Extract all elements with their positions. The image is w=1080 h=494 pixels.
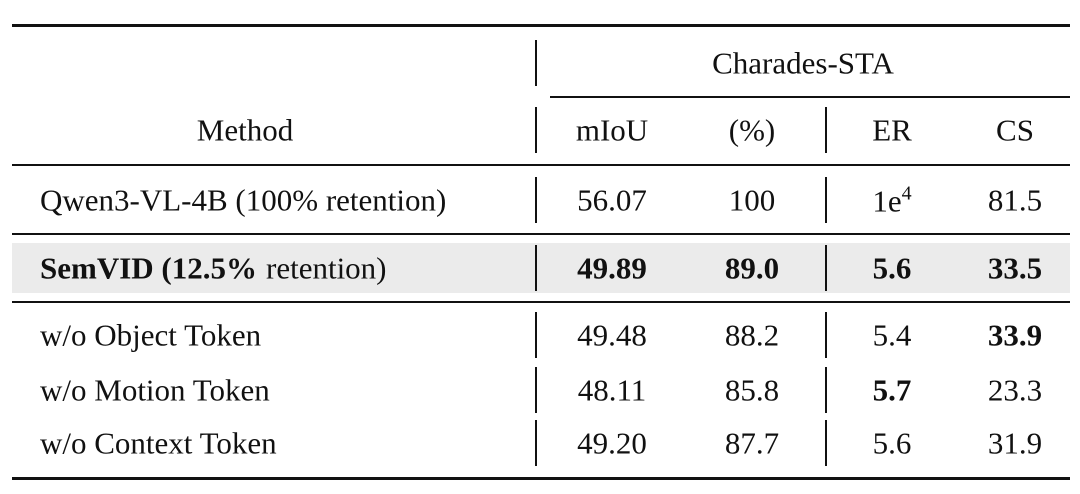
header-rule [12, 164, 1070, 166]
value-cell: 85.8 [724, 372, 780, 408]
divider [535, 107, 537, 153]
value-sup: 4 [901, 182, 912, 205]
group-header: Charades-STA [712, 45, 894, 81]
divider [825, 367, 827, 413]
value-cell: 5.6 [872, 425, 912, 461]
value-cell: 49.48 [577, 317, 647, 353]
value-cell: 100 [728, 182, 776, 218]
divider [825, 177, 827, 223]
value-cell: 81.5 [987, 182, 1043, 218]
value-base: 1e [872, 183, 902, 219]
divider [535, 367, 537, 413]
value-cell: 88.2 [724, 317, 780, 353]
method-cell: w/o Object Token [40, 317, 262, 353]
divider [535, 420, 537, 466]
column-header: CS [996, 112, 1034, 148]
value-cell: 33.9 [987, 317, 1043, 353]
value-cell: 49.89 [577, 250, 647, 286]
row-rule [12, 233, 1070, 235]
value-cell: 49.20 [577, 425, 647, 461]
value-cell: 23.3 [987, 372, 1043, 408]
divider [535, 40, 537, 86]
value-cell: 89.0 [724, 250, 780, 286]
column-header: (%) [728, 112, 776, 148]
method-bold: SemVID (12.5% [40, 250, 257, 286]
group-rule [550, 96, 1070, 98]
divider [535, 312, 537, 358]
divider [535, 245, 537, 291]
value-cell: 1e4 [872, 184, 911, 217]
method-cell: SemVID (12.5% retention) [40, 253, 387, 284]
divider [825, 420, 827, 466]
column-header: Method [196, 112, 294, 148]
column-header: mIoU [575, 112, 649, 148]
method-cell: w/o Context Token [40, 425, 277, 461]
value-cell: 31.9 [987, 425, 1043, 461]
value-cell: 33.5 [987, 250, 1043, 286]
value-cell: 5.6 [872, 250, 912, 286]
value-cell: 5.7 [872, 372, 912, 408]
method-normal: retention) [266, 250, 387, 286]
row-highlight [12, 243, 1070, 293]
row-rule [12, 301, 1070, 303]
divider [825, 245, 827, 291]
divider [825, 312, 827, 358]
value-cell: 48.11 [577, 372, 647, 408]
bottom-rule [12, 477, 1070, 480]
method-cell: w/o Motion Token [40, 372, 270, 408]
method-cell: Qwen3-VL-4B (100% retention) [40, 182, 447, 218]
value-cell: 87.7 [724, 425, 780, 461]
column-header: ER [872, 112, 912, 148]
divider [825, 107, 827, 153]
value-cell: 5.4 [872, 317, 912, 353]
value-cell: 56.07 [577, 182, 647, 218]
divider [535, 177, 537, 223]
top-rule [12, 24, 1070, 27]
